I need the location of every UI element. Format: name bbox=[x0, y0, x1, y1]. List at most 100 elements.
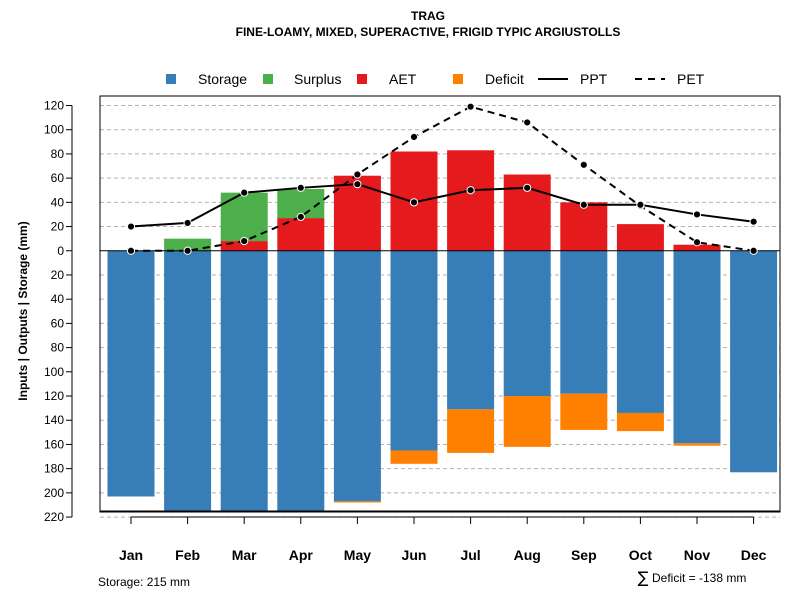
x-tick-label-apr: Apr bbox=[289, 547, 314, 563]
pet-point-sep bbox=[579, 160, 588, 169]
ppt-point-nov bbox=[692, 210, 702, 219]
legend-label-deficit: Deficit bbox=[485, 71, 524, 87]
ppt-point-oct bbox=[636, 200, 645, 209]
x-tick-label-aug: Aug bbox=[514, 547, 541, 563]
ppt-point-sep bbox=[579, 200, 588, 209]
y-tick-label-8: 40 bbox=[51, 292, 65, 306]
deficit-bar-may bbox=[333, 501, 381, 503]
storage-bar-jan bbox=[107, 250, 155, 497]
ppt-line bbox=[130, 183, 754, 228]
deficit-bar-oct bbox=[616, 412, 664, 432]
ppt-point-mar bbox=[240, 188, 249, 197]
y-tick-label-10: 80 bbox=[51, 341, 65, 355]
x-tick-label-jun: Jun bbox=[402, 547, 427, 563]
storage-bar-may bbox=[333, 250, 381, 502]
ppt-point-feb bbox=[183, 218, 192, 228]
y-tick-label-17: 220 bbox=[44, 510, 64, 524]
ppt-point-dec bbox=[749, 217, 758, 226]
ppt-point-jul bbox=[466, 186, 475, 195]
chart-title: TRAG bbox=[411, 9, 445, 23]
pet-point-dec bbox=[749, 246, 758, 255]
ppt-point-jan bbox=[126, 222, 136, 231]
x-tick-label-sep: Sep bbox=[571, 547, 597, 563]
pet-point-may bbox=[353, 170, 362, 179]
y-tick-label-14: 160 bbox=[44, 437, 64, 451]
chart-subtitle: FINE-LOAMY, MIXED, SUPERACTIVE, FRIGID T… bbox=[236, 25, 621, 39]
bars bbox=[100, 150, 780, 512]
storage-bar-sep bbox=[560, 250, 608, 394]
ppt-point-aug bbox=[523, 183, 532, 192]
pet-point-apr bbox=[296, 212, 305, 221]
ppt-point-jun bbox=[409, 198, 419, 207]
storage-bar-oct bbox=[616, 250, 664, 413]
y-tick-label-9: 60 bbox=[51, 316, 65, 330]
pet-line bbox=[131, 105, 754, 252]
y-tick-label-5: 20 bbox=[51, 220, 65, 234]
x-tick-label-oct: Oct bbox=[629, 547, 653, 563]
deficit-note: Deficit = -138 mm bbox=[652, 571, 746, 585]
x-tick-label-jul: Jul bbox=[460, 547, 480, 563]
pet-point-nov bbox=[692, 238, 702, 247]
legend: Storage Surplus AET Deficit PPT PET bbox=[166, 71, 705, 87]
legend-swatch-storage bbox=[166, 74, 176, 84]
aet-bar-oct bbox=[616, 224, 664, 251]
deficit-bar-nov bbox=[673, 443, 721, 446]
legend-label-surplus: Surplus bbox=[294, 71, 341, 87]
storage-bar-nov bbox=[673, 250, 721, 444]
y-tick-label-2: 80 bbox=[51, 147, 65, 161]
deficit-bar-aug bbox=[503, 396, 551, 447]
pet-point-feb bbox=[183, 246, 192, 255]
y-tick-label-15: 180 bbox=[44, 462, 64, 476]
storage-bar-dec bbox=[730, 250, 778, 473]
y-tick-label-3: 60 bbox=[51, 171, 65, 185]
deficit-bar-jul bbox=[447, 409, 495, 453]
legend-label-pet: PET bbox=[677, 71, 705, 87]
pet-point-aug bbox=[523, 118, 532, 127]
x-tick-label-dec: Dec bbox=[741, 547, 767, 563]
legend-swatch-aet bbox=[357, 74, 367, 84]
y-tick-label-12: 120 bbox=[44, 389, 64, 403]
pet-point-mar bbox=[240, 236, 249, 246]
legend-label-aet: AET bbox=[389, 71, 417, 87]
plot-frame bbox=[99, 95, 781, 513]
legend-swatch-deficit bbox=[453, 74, 463, 84]
legend-label-ppt: PPT bbox=[580, 71, 608, 87]
storage-bar-apr bbox=[277, 250, 325, 512]
storage-bar-aug bbox=[503, 250, 551, 397]
lines bbox=[126, 102, 758, 255]
legend-swatch-surplus bbox=[263, 74, 273, 84]
aet-bar-sep bbox=[560, 202, 608, 251]
y-tick-label-16: 200 bbox=[44, 486, 64, 500]
legend-label-storage: Storage bbox=[198, 71, 247, 87]
x-tick-label-jan: Jan bbox=[119, 547, 143, 563]
surplus-bar-feb bbox=[164, 238, 212, 251]
aet-bar-mar bbox=[220, 241, 268, 251]
x-tick-label-mar: Mar bbox=[232, 547, 257, 563]
y-tick-label-0: 120 bbox=[44, 99, 64, 113]
aet-bar-jul bbox=[447, 150, 495, 251]
y-tick-label-1: 100 bbox=[44, 123, 64, 137]
ppt-point-may bbox=[353, 180, 362, 189]
storage-note: Storage: 215 mm bbox=[98, 575, 190, 589]
x-tick-label-nov: Nov bbox=[684, 547, 711, 563]
pet-point-jan bbox=[126, 246, 136, 255]
y-tick-label-7: 20 bbox=[51, 268, 65, 282]
axes: 1201008060402002040608010012014016018020… bbox=[44, 99, 767, 564]
deficit-bar-sep bbox=[560, 393, 608, 430]
storage-bar-feb bbox=[164, 250, 212, 512]
y-axis-label: Inputs | Outputs | Storage (mm) bbox=[16, 221, 30, 400]
y-tick-label-11: 100 bbox=[44, 365, 64, 379]
y-tick-label-13: 140 bbox=[44, 413, 64, 427]
x-tick-label-may: May bbox=[344, 547, 371, 563]
x-tick-label-feb: Feb bbox=[175, 547, 200, 563]
y-tick-label-4: 40 bbox=[51, 195, 65, 209]
aet-bar-nov bbox=[673, 244, 721, 251]
sigma-symbol: ∑ bbox=[638, 568, 649, 587]
storage-bar-jul bbox=[447, 250, 495, 410]
storage-bar-mar bbox=[220, 250, 268, 512]
y-tick-label-6: 0 bbox=[57, 244, 64, 258]
ppt-point-apr bbox=[296, 183, 305, 192]
pet-point-jun bbox=[409, 132, 419, 142]
storage-bar-jun bbox=[390, 250, 438, 451]
